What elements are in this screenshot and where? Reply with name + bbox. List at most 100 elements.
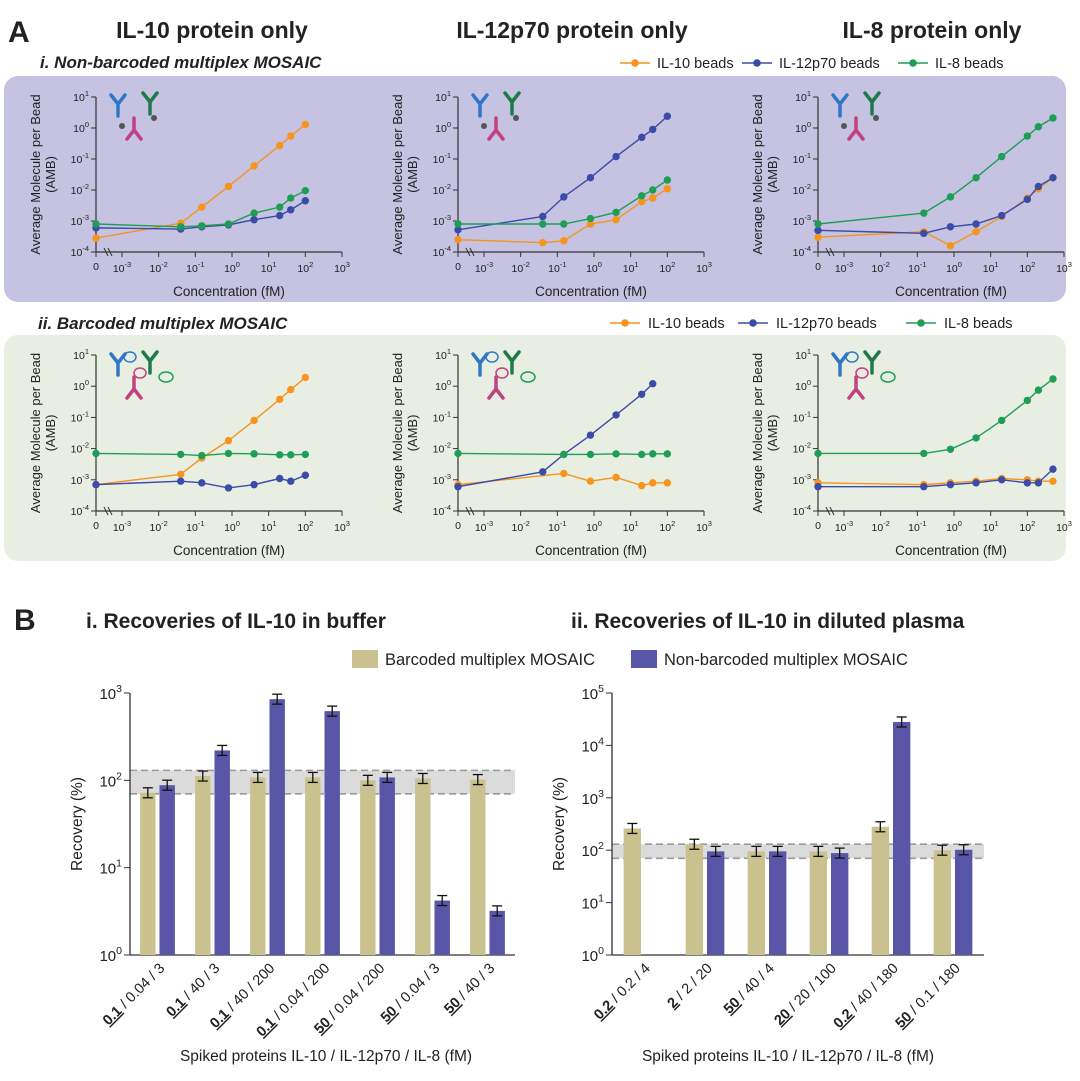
data-point [998, 152, 1006, 161]
bar [933, 850, 951, 955]
data-point [998, 211, 1006, 220]
data-point [287, 194, 295, 202]
y-tick-label: 10-3 [793, 472, 811, 487]
data-point [586, 450, 595, 459]
data-point [649, 479, 657, 487]
data-point [638, 133, 646, 142]
x-tick-label: 103 [1056, 519, 1072, 534]
y-axis-label: Average Molecule per Bead [28, 94, 43, 254]
data-point [663, 185, 672, 193]
data-point [287, 477, 295, 485]
data-point [1034, 182, 1043, 191]
x-tick-label: 101 [623, 260, 639, 275]
x-axis-label: Concentration (fM) [535, 284, 647, 299]
y-tick-label: 10-3 [71, 213, 89, 228]
x-axis-label: Concentration (fM) [895, 543, 1007, 558]
bead-tag-icon [873, 115, 879, 121]
data-point [198, 203, 206, 211]
data-point [276, 474, 284, 483]
data-point [224, 436, 233, 445]
data-point [814, 449, 822, 458]
panel-b-letter: B [14, 604, 36, 637]
bead-tag-icon [119, 123, 125, 129]
data-point [276, 203, 284, 211]
bar-chart-plasma: 100 101 102 103 104 105 Recovery (%) 0.2 / 0.2 … [551, 683, 984, 1032]
data-point [920, 483, 928, 491]
bar [831, 853, 849, 955]
data-point [276, 141, 284, 150]
x-tick-label: 101 [261, 519, 277, 534]
data-point [224, 220, 233, 228]
x-tick-label: 0 [455, 520, 461, 532]
data-point [560, 450, 568, 459]
legend-il10: IL-10 beads [648, 316, 725, 332]
x-tick-label: 103 [1056, 260, 1072, 275]
x-tick-label: 100 [224, 519, 240, 534]
y-axis-label: Recovery (%) [551, 777, 568, 871]
row-i-title: i. Non-barcoded multiplex MOSAIC [40, 53, 322, 72]
data-point [638, 481, 646, 490]
axis-break [465, 506, 471, 516]
bar [305, 777, 321, 955]
y-tick-label: 101 [435, 347, 451, 362]
bar [140, 792, 156, 955]
data-point [638, 197, 646, 206]
acceptance-band [130, 770, 515, 794]
x-tick-label: 10-1 [548, 260, 566, 275]
data-point [586, 431, 595, 439]
bar [489, 910, 505, 955]
data-point [638, 192, 646, 200]
data-point [972, 479, 980, 487]
data-point [92, 234, 100, 242]
data-point [539, 220, 547, 228]
category-label: 50 / 40 / 3 [441, 961, 498, 1018]
barcode-icon [133, 367, 147, 379]
data-point [177, 477, 185, 485]
bead-tag-icon [841, 123, 847, 129]
axis-break [103, 247, 109, 257]
data-point [539, 212, 547, 221]
data-point [177, 450, 185, 459]
y-tick-label: 101 [73, 347, 89, 362]
axis-break [107, 506, 113, 516]
data-point [287, 132, 295, 140]
y-axis-label: Average Molecule per Bead [750, 353, 765, 513]
data-point [586, 214, 595, 223]
x-axis-label: Concentration (fM) [535, 543, 647, 558]
barcode-icon [520, 371, 536, 383]
data-point [1023, 396, 1032, 405]
bar [685, 844, 703, 955]
data-point [638, 450, 646, 459]
antibody-icon [863, 350, 881, 375]
bar-xlabel-plasma: Spiked proteins IL-10 / IL-12p70 / IL-8 … [642, 1048, 934, 1065]
antibody-icon [847, 116, 865, 141]
y-tick-label: 10-4 [433, 503, 451, 518]
data-point [287, 206, 295, 214]
line-chart-row-i-il8: 10-4 10-3 10-2 10-1 100 101 0 10-3 10-2 10-1 100 10… [750, 89, 1072, 299]
x-tick-label: 10-2 [149, 260, 167, 275]
data-point [92, 480, 100, 489]
column-title-il8: IL-8 protein only [843, 17, 1022, 43]
data-point [177, 470, 185, 479]
axis-break [103, 506, 109, 516]
bar [324, 711, 340, 955]
data-point [539, 468, 547, 476]
x-tick-label: 10-1 [548, 519, 566, 534]
antibody-icon [109, 93, 127, 118]
axis-break [469, 247, 475, 257]
y-tick-label: 10-4 [793, 503, 811, 518]
data-point [946, 480, 955, 489]
y-tick-label: 10-4 [433, 244, 451, 259]
barcode-icon [158, 371, 174, 383]
x-tick-label: 10-3 [475, 260, 493, 275]
data-point [454, 220, 462, 228]
axis-break [465, 247, 471, 257]
category-label: 50 / 0.1 / 180 [893, 961, 964, 1032]
legend-il10: IL-10 beads [657, 56, 734, 72]
data-point [814, 220, 822, 228]
x-tick-label: 10-2 [511, 519, 529, 534]
data-point [586, 173, 595, 182]
data-point [586, 477, 595, 485]
data-point [920, 449, 928, 458]
bar [360, 780, 376, 955]
